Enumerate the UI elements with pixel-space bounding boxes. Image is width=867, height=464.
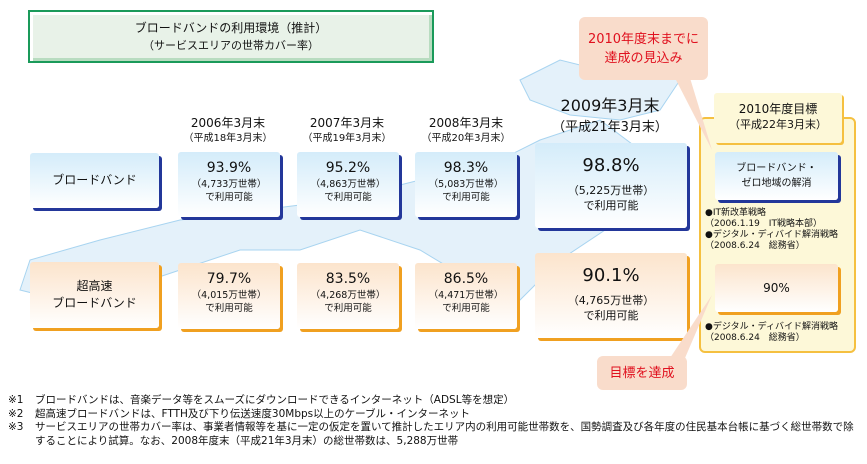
pct: 93.9% — [206, 160, 252, 176]
callout-expected: 2010年度末までに 達成の見込み — [579, 17, 708, 80]
heisei: （平成20年3月末） — [421, 133, 511, 144]
column-header-2006: 2006年3月末 （平成18年3月末） — [168, 115, 288, 147]
households: （4,863万世帯） — [310, 179, 386, 190]
note: で利用可能 — [205, 192, 253, 203]
column-header-2008: 2008年3月末 （平成20年3月末） — [406, 115, 526, 147]
diagram-title: ブロードバンドの利用環境（推計） （サービスエリアの世帯カバー率） — [28, 10, 434, 63]
cell-ultra-2008: 86.5% （4,471万世帯） で利用可能 — [415, 263, 517, 329]
cell-ultra-2007: 83.5% （4,268万世帯） で利用可能 — [297, 263, 399, 329]
note: で利用可能 — [442, 303, 490, 314]
source-line: （2006.1.19 IT戦略本部） — [705, 219, 822, 229]
row-label-broadband: ブロードバンド — [30, 153, 159, 208]
cell-broadband-2009: 98.8% （5,225万世帯） で利用可能 — [535, 143, 687, 228]
source-line: （2008.6.24 総務省） — [705, 333, 805, 343]
target-header: 2010年度目標 （平成22年3月末） — [714, 93, 842, 143]
footnote-key: ※1 — [8, 394, 24, 406]
cell-broadband-2008: 98.3% （5,083万世帯） で利用可能 — [415, 152, 517, 217]
cell-ultra-2009: 90.1% （4,765万世帯） で利用可能 — [535, 253, 687, 338]
footnote-text: ブロードバンドは、音楽データ等をスムーズにダウンロードできるインターネット（AD… — [35, 394, 515, 406]
target-ultra: 90% — [715, 264, 838, 312]
year: 2009年3月末 — [560, 96, 660, 115]
target-broadband: ブロードバンド・ ゼロ地域の解消 — [715, 152, 838, 200]
footnote: ※3 サービスエリアの世帯カバー率は、事業者情報等を基に一定の仮定を置いて推計した… — [8, 421, 863, 448]
footnote-key: ※2 — [8, 407, 24, 420]
source-line: ●デジタル・ディバイド解消戦略 — [705, 230, 839, 240]
target-heisei: （平成22年3月末） — [729, 118, 827, 131]
column-header-2009: 2009年3月末 （平成21年3月末） — [530, 95, 690, 139]
year: 2006年3月末 — [190, 116, 266, 130]
heisei: （平成21年3月末） — [552, 120, 668, 135]
footnote: ※1 ブロードバンドは、音楽データ等をスムーズにダウンロードできるインターネット（… — [8, 394, 863, 408]
households: （4,733万世帯） — [191, 179, 267, 190]
households: （5,083万世帯） — [428, 179, 504, 190]
footnote: ※2 超高速ブロードバンドは、FTTH及び下り伝送速度30Mbps以上のケーブル・… — [8, 408, 863, 422]
pct: 98.3% — [443, 160, 489, 176]
column-header-2007: 2007年3月末 （平成19年3月末） — [287, 115, 407, 147]
target-broadband-sources: ●IT新改革戦略 （2006.1.19 IT戦略本部） ●デジタル・ディバイド解… — [705, 208, 838, 252]
note: で利用可能 — [324, 192, 372, 203]
pct: 86.5% — [443, 271, 489, 287]
source-line: ●デジタル・ディバイド解消戦略 — [705, 322, 839, 332]
footnote-text: サービスエリアの世帯カバー率は、事業者情報等を基に一定の仮定を置いて推計したエリ… — [35, 421, 854, 447]
year: 2008年3月末 — [428, 116, 504, 130]
households: （4,765万世帯） — [567, 294, 655, 307]
pct: 95.2% — [325, 160, 371, 176]
note: で利用可能 — [324, 303, 372, 314]
callout-achieved: 目標を達成 — [597, 356, 687, 390]
households: （4,015万世帯） — [191, 290, 267, 301]
footnote-text: 超高速ブロードバンドは、FTTH及び下り伝送速度30Mbps以上のケーブル・イン… — [35, 407, 471, 420]
pct: 90.1% — [582, 265, 640, 286]
note: で利用可能 — [583, 309, 639, 322]
source-line: （2008.6.24 総務省） — [705, 241, 805, 251]
row-label-ultra-broadband: 超高速 ブロードバンド — [30, 262, 159, 328]
target-year: 2010年度目標 — [738, 102, 818, 116]
source-line: ●IT新改革戦略 — [705, 208, 767, 218]
footnote-key: ※3 — [8, 421, 24, 433]
pct: 83.5% — [325, 271, 371, 287]
heisei: （平成18年3月末） — [183, 133, 273, 144]
note: で利用可能 — [205, 303, 253, 314]
title-sub: （サービスエリアの世帯カバー率） — [143, 39, 319, 52]
households: （4,268万世帯） — [310, 290, 386, 301]
pct: 98.8% — [582, 155, 640, 176]
cell-broadband-2006: 93.9% （4,733万世帯） で利用可能 — [178, 152, 280, 217]
year: 2007年3月末 — [309, 116, 385, 130]
cell-broadband-2007: 95.2% （4,863万世帯） で利用可能 — [297, 152, 399, 217]
target-ultra-sources: ●デジタル・ディバイド解消戦略 （2008.6.24 総務省） — [705, 322, 838, 344]
footnotes: ※1 ブロードバンドは、音楽データ等をスムーズにダウンロードできるインターネット（… — [8, 394, 863, 448]
households: （5,225万世帯） — [567, 184, 655, 197]
pct: 79.7% — [206, 271, 252, 287]
note: で利用可能 — [442, 192, 490, 203]
heisei: （平成19年3月末） — [302, 133, 392, 144]
households: （4,471万世帯） — [428, 290, 504, 301]
note: で利用可能 — [583, 199, 639, 212]
title-main: ブロードバンドの利用環境（推計） — [134, 21, 328, 35]
cell-ultra-2006: 79.7% （4,015万世帯） で利用可能 — [178, 263, 280, 329]
